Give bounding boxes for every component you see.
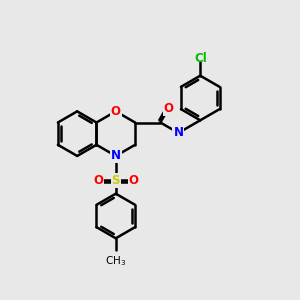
Text: S: S <box>112 174 120 187</box>
Text: H: H <box>171 125 178 136</box>
Text: O: O <box>164 102 173 115</box>
Text: CH$_3$: CH$_3$ <box>105 255 126 268</box>
Text: O: O <box>129 174 139 187</box>
Text: O: O <box>93 174 103 187</box>
Text: N: N <box>111 149 121 162</box>
Text: Cl: Cl <box>194 52 207 65</box>
Text: N: N <box>173 126 183 140</box>
Text: O: O <box>111 105 121 118</box>
